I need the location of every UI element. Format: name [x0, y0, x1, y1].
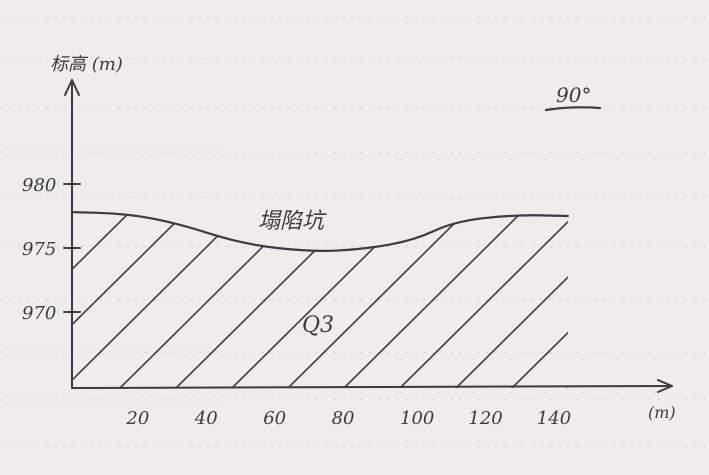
x-axis-unit-label: (m) — [648, 403, 676, 422]
paper-rule-line — [0, 57, 709, 60]
angle-note: 90° — [556, 83, 591, 107]
y-axis-arrow — [64, 79, 80, 96]
x-tick-label: 60 — [263, 408, 286, 429]
y-axis-label: 标高 (m) — [50, 54, 123, 75]
y-axis-ticks: 980 975 970 — [22, 175, 81, 324]
paper-rule-line — [0, 16, 709, 19]
y-tick-label: 980 — [22, 175, 56, 196]
paper-rule-line — [0, 445, 709, 448]
x-tick-label: 140 — [537, 408, 571, 429]
hatch-line — [680, 200, 709, 388]
x-tick-label: 40 — [194, 408, 218, 429]
angle-note-underline — [544, 106, 602, 112]
hatch-line — [343, 212, 535, 388]
hatch-line — [72, 212, 199, 388]
paper-rule-line — [0, 245, 709, 248]
hatch-line — [624, 200, 709, 388]
hatch-line — [455, 212, 568, 388]
paper-rule-line — [0, 151, 709, 154]
paper-ruling — [0, 16, 709, 448]
ground-profile-line — [70, 211, 569, 252]
paper-rule-line — [0, 106, 709, 109]
paper-rule-line — [0, 351, 709, 354]
x-axis-ticks: 20 40 60 80 100 120 140 — [125, 408, 571, 429]
hatch-line — [511, 212, 568, 388]
y-tick-label: 975 — [22, 239, 56, 260]
y-tick-label: 970 — [22, 303, 56, 324]
hatch-line — [399, 212, 568, 388]
paper-rule-line — [0, 196, 709, 199]
x-axis — [71, 385, 673, 389]
paper-rule-line — [0, 298, 709, 301]
hatch-line — [567, 212, 568, 388]
surface-label: 塌陷坑 — [258, 209, 327, 234]
unit-label-q3: Q3 — [302, 313, 334, 338]
q3-hatching — [72, 200, 709, 388]
hatch-line — [72, 212, 143, 388]
x-tick-label: 80 — [332, 408, 355, 429]
paper-rule-line — [0, 398, 709, 401]
x-tick-label: 100 — [400, 408, 434, 429]
x-tick-label: 120 — [468, 408, 502, 429]
x-tick-label: 20 — [125, 408, 149, 429]
x-axis-arrow — [657, 379, 673, 393]
hatch-line — [72, 212, 255, 388]
hatch-line — [287, 212, 479, 388]
